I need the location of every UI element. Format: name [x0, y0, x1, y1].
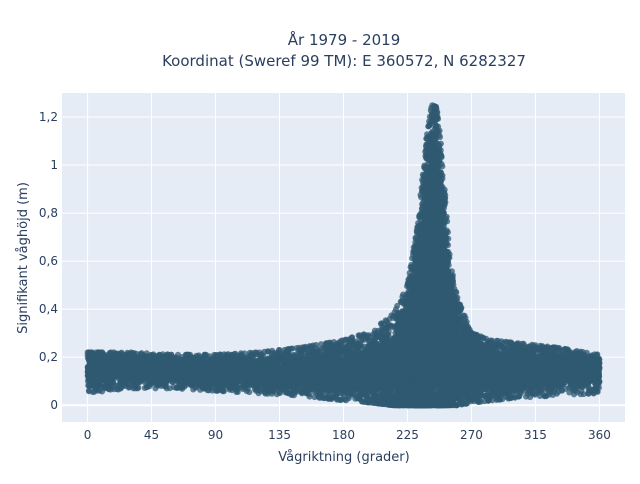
chart-title-line-2: Koordinat (Sweref 99 TM): E 360572, N 62…	[162, 52, 526, 70]
chart-title-line-1: År 1979 - 2019	[288, 30, 401, 49]
